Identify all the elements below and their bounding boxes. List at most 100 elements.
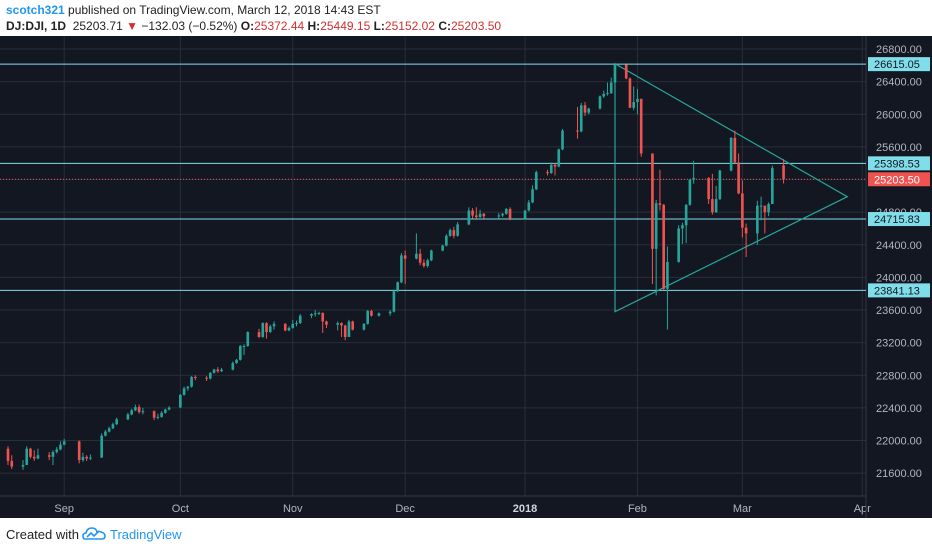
candle [508,207,512,221]
candle [448,228,452,237]
candle [89,454,92,461]
candle [216,367,220,373]
candle-body [104,431,107,436]
candle-body [692,177,695,180]
last-price-label-bg [868,172,930,187]
y-tick-label: 23200.00 [876,338,922,350]
candle [186,385,190,391]
last-price: 25203.71 [72,19,123,33]
publish-line: scotch321 published on TradingView.com, … [6,3,381,17]
candle [606,82,609,96]
candle [141,407,145,415]
candle [77,440,81,464]
candle-body [396,282,399,292]
candle-body [81,456,85,461]
candle-body [156,416,160,418]
candle-body [718,170,722,200]
candle [298,314,302,324]
candle [291,319,295,329]
candle [579,102,583,133]
candle [400,252,403,284]
candle [478,209,482,218]
candle-body [744,227,748,234]
candle [711,173,714,215]
candle-body [164,409,167,413]
tradingview-logo-icon [82,527,106,540]
candle [190,376,193,388]
candle [684,204,688,244]
candle-body [366,310,369,324]
candle [403,250,407,284]
candle [388,310,392,316]
candle [242,344,246,355]
tradingview-brand-link[interactable]: TradingView [110,527,182,542]
candle-body [32,456,36,459]
candle [220,367,223,373]
candle-body [190,376,193,387]
candle-body [85,456,88,459]
candle-body [707,177,710,200]
candle [362,323,366,331]
candle-body [658,203,662,205]
candle [29,447,32,459]
candle [257,328,261,338]
candle [396,281,399,293]
candle-body [295,323,298,325]
candle-body [134,407,137,411]
x-tick-label: Feb [628,503,647,515]
candle-body [216,369,220,372]
candle-body [505,208,508,214]
candle [733,130,737,164]
candle [164,408,167,414]
candle [534,170,538,191]
candlestick-chart[interactable]: 21600.00 22000.00 22400.00 22800.00 23200.00… [0,36,932,518]
candle-body [205,377,208,379]
candle [609,77,613,94]
candle-body [377,313,381,316]
candle [441,244,444,252]
candle [366,310,369,325]
candle-body [666,261,669,289]
candle-body [628,78,632,108]
candle-body [523,210,527,219]
candle-body [283,323,287,331]
author-link[interactable]: scotch321 [6,3,65,17]
y-tick-label: 22400.00 [876,403,922,415]
candle-body [321,312,325,322]
candle-body [456,224,459,236]
candle [115,417,118,426]
candle [763,205,767,234]
y-tick-label: 26800.00 [876,44,922,56]
candle [209,372,212,380]
candle-body [212,369,216,373]
candle-body [351,321,355,330]
candle [283,323,287,332]
candle [737,153,740,195]
created-with-text: Created with [6,527,79,542]
candle-body [729,137,733,171]
candle-body [662,204,665,289]
candle [587,107,591,115]
candle [767,202,770,217]
candle-body [497,215,501,217]
candle-body [25,448,29,466]
symbol-label: DJ:DJI, 1D [6,19,67,33]
candle-body [392,291,396,312]
candle [782,159,785,184]
candle [107,426,111,433]
level-price-label-bg [868,57,930,72]
chart-area[interactable]: 21600.00 22000.00 22400.00 22800.00 23200.00… [0,36,932,518]
y-tick-label: 23600.00 [876,305,922,317]
candle-body [62,441,66,445]
candle-body [624,64,628,79]
candle [246,331,250,347]
candle [321,312,325,333]
candle [268,324,272,333]
candle-body [639,98,643,154]
candle-body [111,424,115,429]
x-tick-label: Apr [854,503,871,515]
candle-body [763,205,767,213]
candle [212,368,216,374]
candle-body [242,345,246,347]
candle-body [317,312,321,314]
